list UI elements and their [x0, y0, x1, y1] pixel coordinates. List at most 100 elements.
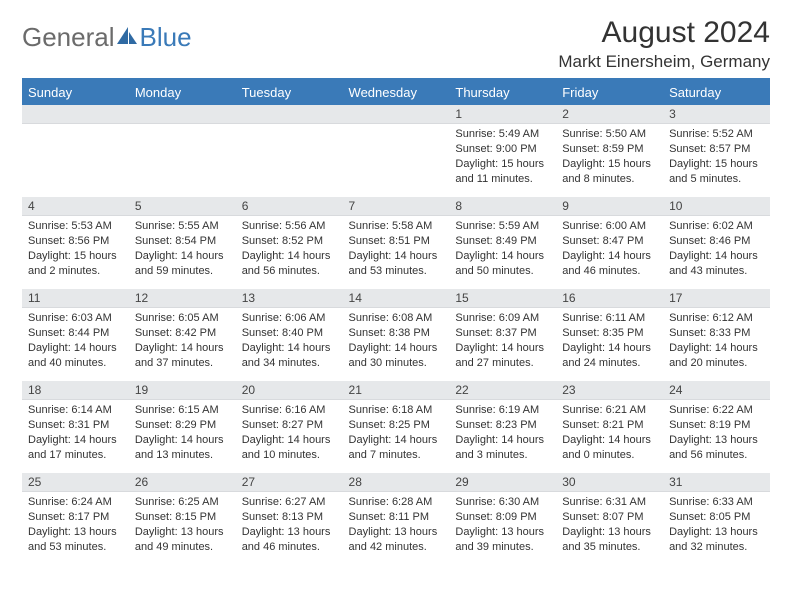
day-body: Sunrise: 6:14 AMSunset: 8:31 PMDaylight:… — [22, 400, 129, 466]
calendar-cell: 15Sunrise: 6:09 AMSunset: 8:37 PMDayligh… — [449, 289, 556, 381]
daylight-text: Daylight: 14 hours and 24 minutes. — [562, 341, 657, 371]
daylight-text: Daylight: 14 hours and 13 minutes. — [135, 433, 230, 463]
calendar-cell: 18Sunrise: 6:14 AMSunset: 8:31 PMDayligh… — [22, 381, 129, 473]
calendar-cell: 21Sunrise: 6:18 AMSunset: 8:25 PMDayligh… — [343, 381, 450, 473]
day-number: 11 — [22, 289, 129, 308]
sunrise-text: Sunrise: 5:56 AM — [242, 219, 337, 234]
calendar-cell: 12Sunrise: 6:05 AMSunset: 8:42 PMDayligh… — [129, 289, 236, 381]
day-number: 28 — [343, 473, 450, 492]
calendar-cell: 26Sunrise: 6:25 AMSunset: 8:15 PMDayligh… — [129, 473, 236, 565]
day-body: Sunrise: 6:31 AMSunset: 8:07 PMDaylight:… — [556, 492, 663, 558]
daylight-text: Daylight: 13 hours and 56 minutes. — [669, 433, 764, 463]
calendar-week: 1Sunrise: 5:49 AMSunset: 9:00 PMDaylight… — [22, 105, 770, 197]
daylight-text: Daylight: 14 hours and 34 minutes. — [242, 341, 337, 371]
daylight-text: Daylight: 13 hours and 39 minutes. — [455, 525, 550, 555]
day-number: 3 — [663, 105, 770, 124]
day-body: Sunrise: 6:05 AMSunset: 8:42 PMDaylight:… — [129, 308, 236, 374]
daylight-text: Daylight: 13 hours and 49 minutes. — [135, 525, 230, 555]
sunrise-text: Sunrise: 6:15 AM — [135, 403, 230, 418]
day-number: 10 — [663, 197, 770, 216]
empty-day-band — [129, 105, 236, 124]
logo-text-blue: Blue — [140, 22, 192, 53]
calendar-week: 11Sunrise: 6:03 AMSunset: 8:44 PMDayligh… — [22, 289, 770, 381]
sunrise-text: Sunrise: 6:28 AM — [349, 495, 444, 510]
daylight-text: Daylight: 14 hours and 7 minutes. — [349, 433, 444, 463]
sunset-text: Sunset: 8:09 PM — [455, 510, 550, 525]
sunset-text: Sunset: 8:29 PM — [135, 418, 230, 433]
daylight-text: Daylight: 14 hours and 43 minutes. — [669, 249, 764, 279]
day-body: Sunrise: 5:49 AMSunset: 9:00 PMDaylight:… — [449, 124, 556, 190]
daylight-text: Daylight: 14 hours and 46 minutes. — [562, 249, 657, 279]
calendar-cell — [22, 105, 129, 197]
daylight-text: Daylight: 14 hours and 59 minutes. — [135, 249, 230, 279]
sunset-text: Sunset: 8:49 PM — [455, 234, 550, 249]
day-body: Sunrise: 6:22 AMSunset: 8:19 PMDaylight:… — [663, 400, 770, 466]
calendar-cell: 19Sunrise: 6:15 AMSunset: 8:29 PMDayligh… — [129, 381, 236, 473]
day-body: Sunrise: 6:12 AMSunset: 8:33 PMDaylight:… — [663, 308, 770, 374]
sunset-text: Sunset: 8:56 PM — [28, 234, 123, 249]
daylight-text: Daylight: 13 hours and 46 minutes. — [242, 525, 337, 555]
day-body: Sunrise: 6:30 AMSunset: 8:09 PMDaylight:… — [449, 492, 556, 558]
day-header: Tuesday — [236, 80, 343, 105]
sunset-text: Sunset: 8:54 PM — [135, 234, 230, 249]
calendar-cell: 11Sunrise: 6:03 AMSunset: 8:44 PMDayligh… — [22, 289, 129, 381]
day-number: 15 — [449, 289, 556, 308]
sunrise-text: Sunrise: 5:52 AM — [669, 127, 764, 142]
day-number: 25 — [22, 473, 129, 492]
calendar-cell: 2Sunrise: 5:50 AMSunset: 8:59 PMDaylight… — [556, 105, 663, 197]
logo-text-general: General — [22, 22, 115, 53]
day-number: 24 — [663, 381, 770, 400]
sunset-text: Sunset: 8:51 PM — [349, 234, 444, 249]
sunrise-text: Sunrise: 6:08 AM — [349, 311, 444, 326]
day-number: 6 — [236, 197, 343, 216]
day-body: Sunrise: 6:11 AMSunset: 8:35 PMDaylight:… — [556, 308, 663, 374]
daylight-text: Daylight: 14 hours and 3 minutes. — [455, 433, 550, 463]
calendar-cell: 5Sunrise: 5:55 AMSunset: 8:54 PMDaylight… — [129, 197, 236, 289]
sunset-text: Sunset: 8:31 PM — [28, 418, 123, 433]
day-body: Sunrise: 6:25 AMSunset: 8:15 PMDaylight:… — [129, 492, 236, 558]
empty-day-band — [343, 105, 450, 124]
sunrise-text: Sunrise: 6:02 AM — [669, 219, 764, 234]
day-body: Sunrise: 6:28 AMSunset: 8:11 PMDaylight:… — [343, 492, 450, 558]
day-number: 26 — [129, 473, 236, 492]
daylight-text: Daylight: 14 hours and 17 minutes. — [28, 433, 123, 463]
sunrise-text: Sunrise: 5:58 AM — [349, 219, 444, 234]
sunrise-text: Sunrise: 6:25 AM — [135, 495, 230, 510]
calendar-cell: 7Sunrise: 5:58 AMSunset: 8:51 PMDaylight… — [343, 197, 450, 289]
calendar-cell: 30Sunrise: 6:31 AMSunset: 8:07 PMDayligh… — [556, 473, 663, 565]
day-body: Sunrise: 6:19 AMSunset: 8:23 PMDaylight:… — [449, 400, 556, 466]
sunrise-text: Sunrise: 6:22 AM — [669, 403, 764, 418]
sunrise-text: Sunrise: 6:16 AM — [242, 403, 337, 418]
day-header: Monday — [129, 80, 236, 105]
day-body: Sunrise: 5:58 AMSunset: 8:51 PMDaylight:… — [343, 216, 450, 282]
day-body: Sunrise: 5:56 AMSunset: 8:52 PMDaylight:… — [236, 216, 343, 282]
day-number: 29 — [449, 473, 556, 492]
day-header: Wednesday — [343, 80, 450, 105]
calendar-cell: 27Sunrise: 6:27 AMSunset: 8:13 PMDayligh… — [236, 473, 343, 565]
calendar-cell: 13Sunrise: 6:06 AMSunset: 8:40 PMDayligh… — [236, 289, 343, 381]
sunset-text: Sunset: 8:17 PM — [28, 510, 123, 525]
day-number: 17 — [663, 289, 770, 308]
sunset-text: Sunset: 8:13 PM — [242, 510, 337, 525]
sunrise-text: Sunrise: 6:18 AM — [349, 403, 444, 418]
daylight-text: Daylight: 15 hours and 11 minutes. — [455, 157, 550, 187]
sunrise-text: Sunrise: 5:55 AM — [135, 219, 230, 234]
day-number: 2 — [556, 105, 663, 124]
day-number: 18 — [22, 381, 129, 400]
daylight-text: Daylight: 14 hours and 30 minutes. — [349, 341, 444, 371]
day-body: Sunrise: 6:16 AMSunset: 8:27 PMDaylight:… — [236, 400, 343, 466]
day-body: Sunrise: 6:24 AMSunset: 8:17 PMDaylight:… — [22, 492, 129, 558]
day-number: 23 — [556, 381, 663, 400]
sunset-text: Sunset: 8:07 PM — [562, 510, 657, 525]
sunrise-text: Sunrise: 6:06 AM — [242, 311, 337, 326]
sunrise-text: Sunrise: 6:12 AM — [669, 311, 764, 326]
day-body: Sunrise: 6:06 AMSunset: 8:40 PMDaylight:… — [236, 308, 343, 374]
location-label: Markt Einersheim, Germany — [558, 52, 770, 72]
day-body: Sunrise: 6:02 AMSunset: 8:46 PMDaylight:… — [663, 216, 770, 282]
day-body: Sunrise: 6:03 AMSunset: 8:44 PMDaylight:… — [22, 308, 129, 374]
day-number: 13 — [236, 289, 343, 308]
day-number: 21 — [343, 381, 450, 400]
day-body: Sunrise: 6:15 AMSunset: 8:29 PMDaylight:… — [129, 400, 236, 466]
sunrise-text: Sunrise: 6:09 AM — [455, 311, 550, 326]
sunset-text: Sunset: 8:57 PM — [669, 142, 764, 157]
